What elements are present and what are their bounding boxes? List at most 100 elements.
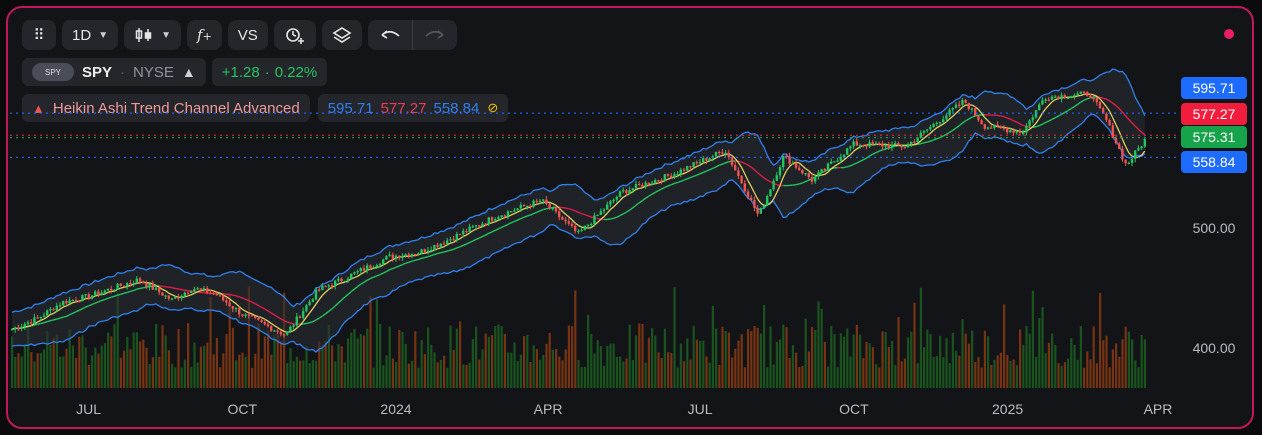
- volume-bar: [1028, 333, 1031, 388]
- channel-mid-segment: [706, 169, 710, 172]
- candle-body: [868, 142, 871, 147]
- candle-body: [1060, 95, 1063, 100]
- interval-button[interactable]: 1D ▼: [62, 20, 119, 50]
- fast-line-segment: [184, 295, 189, 298]
- channel-mid-segment: [485, 232, 490, 236]
- volume-bar: [612, 343, 615, 388]
- candle-body: [314, 289, 318, 300]
- fast-line-segment: [370, 267, 374, 270]
- volume-bar: [1057, 363, 1060, 388]
- channel-mid-segment: [933, 138, 938, 141]
- volume-bar: [420, 340, 423, 388]
- time-axis[interactable]: JUL OCT 2024 APR JUL OCT 2025 APR: [76, 401, 1172, 417]
- channel-mid-segment: [107, 296, 112, 300]
- fast-line-segment: [229, 298, 234, 302]
- volume-bar: [1118, 356, 1121, 388]
- price-axis[interactable]: 500.00 400.00: [1193, 220, 1236, 356]
- candle-body: [503, 215, 506, 217]
- fast-line-segment: [104, 291, 109, 295]
- candle-body: [881, 143, 884, 147]
- channel-mid-segment: [1042, 121, 1046, 125]
- volume-bar: [209, 296, 212, 388]
- fast-line-segment: [450, 241, 454, 244]
- volume-bar: [318, 341, 321, 388]
- channel-mid-segment: [175, 287, 179, 290]
- volume-bar: [1038, 317, 1041, 388]
- channel-mid-segment: [120, 292, 125, 295]
- candle-body: [158, 287, 161, 293]
- channel-mid-segment: [472, 238, 477, 242]
- channel-mid-segment: [702, 170, 707, 174]
- channel-mid-segment: [574, 210, 579, 213]
- channel-mid-segment: [117, 293, 121, 296]
- channel-mid-segment: [1010, 118, 1014, 122]
- candle-body: [46, 310, 49, 316]
- fast-line-segment: [561, 210, 567, 215]
- channel-mid-segment: [501, 225, 506, 228]
- time-axis-label: OCT: [839, 401, 869, 417]
- channel-mid-segment: [699, 171, 704, 175]
- channel-mid-segment: [670, 182, 675, 186]
- dot-separator: ·: [264, 63, 270, 81]
- fast-line-segment: [37, 319, 42, 323]
- channel-mid-segment: [1109, 100, 1114, 104]
- compare-button[interactable]: VS: [227, 20, 268, 50]
- candle-body: [702, 158, 705, 163]
- channel-mid-segment: [975, 114, 979, 117]
- channel-mid-segment: [82, 306, 86, 310]
- volume-bar: [539, 359, 542, 388]
- channel-mid-segment: [859, 159, 864, 163]
- channel-mid-segment: [405, 261, 410, 264]
- channel-mid-segment: [654, 190, 659, 193]
- hide-indicator-icon[interactable]: ⊘: [487, 100, 499, 115]
- volume-bar: [452, 349, 455, 388]
- indicators-button[interactable]: f+: [187, 20, 222, 50]
- candle-body: [30, 322, 33, 324]
- candle-body: [308, 301, 311, 306]
- indicator-name-pill[interactable]: ▲ Heikin Ashi Trend Channel Advanced: [22, 94, 310, 122]
- volume-bar: [763, 305, 766, 388]
- volume-bar: [772, 364, 775, 388]
- volume-bar: [788, 358, 791, 388]
- drag-handle-icon[interactable]: ⠿: [22, 20, 56, 50]
- channel-mid-segment: [1048, 118, 1053, 122]
- candle-body: [583, 225, 586, 230]
- symbol-pill[interactable]: SPY SPY · NYSE ▲: [22, 58, 206, 86]
- fast-line-segment: [472, 228, 477, 232]
- candle-body: [321, 285, 324, 290]
- chart-type-button[interactable]: ▼: [124, 20, 181, 50]
- candle-body: [548, 203, 551, 209]
- channel-mid-segment: [136, 287, 141, 290]
- channel-mid-segment: [619, 213, 624, 217]
- channel-mid-segment: [1003, 116, 1008, 119]
- channel-mid-segment: [69, 312, 74, 316]
- volume-bar: [775, 342, 778, 388]
- fast-line-segment: [747, 180, 752, 187]
- fast-line-segment: [235, 303, 240, 308]
- volume-bar: [289, 348, 292, 388]
- volume-bar: [449, 325, 452, 388]
- volume-bar: [379, 323, 382, 388]
- fast-line-segment: [498, 218, 502, 221]
- fast-line-segment: [523, 207, 528, 210]
- undo-button[interactable]: [368, 20, 412, 50]
- candle-body: [705, 158, 708, 161]
- candle-body: [999, 126, 1002, 128]
- alert-button[interactable]: [273, 20, 316, 50]
- volume-bar: [683, 361, 686, 388]
- fast-line-segment: [856, 146, 861, 150]
- fast-line-segment: [536, 202, 541, 205]
- candle-body: [142, 281, 145, 284]
- fast-line-segment: [686, 169, 691, 173]
- fast-line-segment: [527, 206, 531, 209]
- volume-bar: [699, 340, 702, 388]
- channel-mid-segment: [91, 302, 96, 306]
- layers-button[interactable]: [321, 20, 362, 50]
- fast-line-segment: [379, 264, 384, 268]
- redo-button[interactable]: [413, 20, 457, 50]
- volume-bar: [1079, 326, 1082, 388]
- candle-body: [65, 301, 68, 304]
- channel-fill: [12, 69, 1145, 352]
- fast-line-segment: [1093, 94, 1098, 97]
